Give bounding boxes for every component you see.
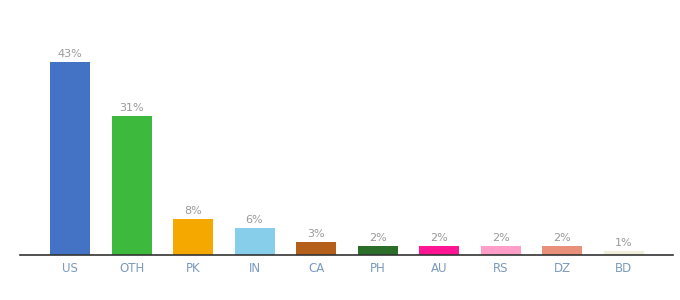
Bar bbox=[604, 250, 643, 255]
Text: 2%: 2% bbox=[553, 233, 571, 243]
Text: 2%: 2% bbox=[430, 233, 448, 243]
Bar bbox=[358, 246, 398, 255]
Bar bbox=[542, 246, 582, 255]
Bar bbox=[50, 61, 90, 255]
Text: 2%: 2% bbox=[492, 233, 509, 243]
Bar bbox=[112, 116, 152, 255]
Text: 2%: 2% bbox=[369, 233, 386, 243]
Bar bbox=[419, 246, 459, 255]
Bar bbox=[296, 242, 336, 255]
Text: 43%: 43% bbox=[58, 49, 82, 59]
Text: 6%: 6% bbox=[245, 215, 263, 225]
Bar bbox=[481, 246, 520, 255]
Text: 1%: 1% bbox=[615, 238, 632, 248]
Bar bbox=[173, 219, 213, 255]
Text: 31%: 31% bbox=[119, 103, 144, 113]
Text: 8%: 8% bbox=[184, 206, 202, 216]
Bar bbox=[235, 228, 275, 255]
Text: 3%: 3% bbox=[307, 229, 325, 239]
